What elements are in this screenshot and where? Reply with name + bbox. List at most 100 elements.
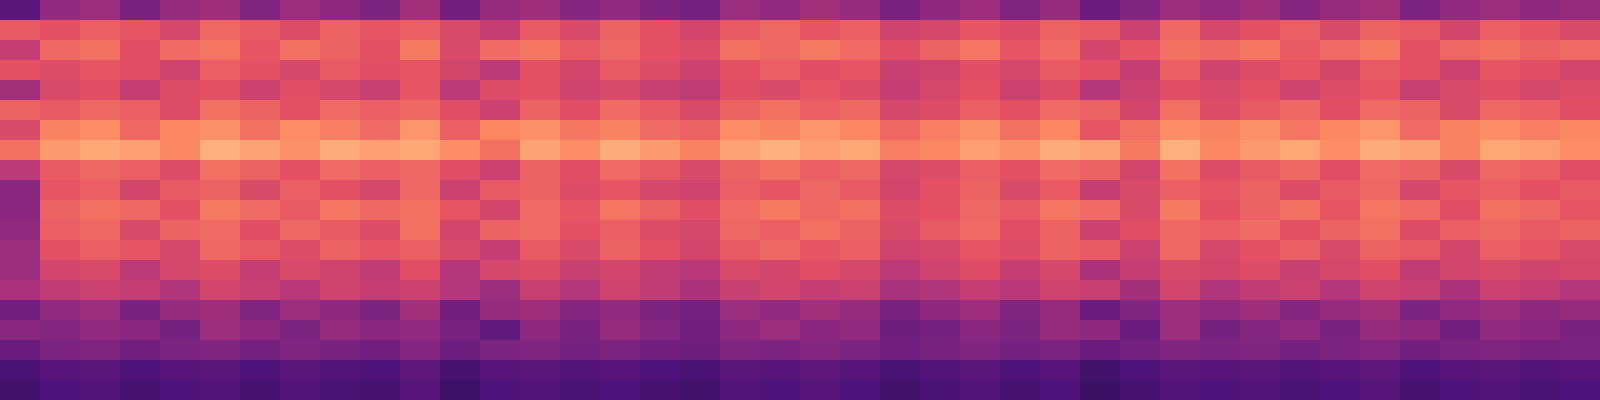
cell	[400, 60, 441, 81]
cell	[0, 20, 41, 41]
cell	[480, 80, 521, 101]
cell	[880, 380, 921, 400]
cell	[240, 260, 281, 281]
cell	[0, 360, 41, 381]
cell	[1080, 60, 1121, 81]
cell	[240, 20, 281, 41]
cell	[80, 40, 121, 61]
cell	[1160, 60, 1201, 81]
cell	[1480, 40, 1521, 61]
cell	[640, 340, 681, 361]
cell	[80, 240, 121, 261]
cell	[1480, 280, 1521, 301]
cell	[720, 200, 761, 221]
cell	[760, 200, 801, 221]
cell	[1400, 300, 1441, 321]
cell	[1240, 60, 1281, 81]
cell	[200, 0, 241, 21]
cell	[1200, 340, 1241, 361]
cell	[1040, 100, 1081, 121]
cell	[1400, 40, 1441, 61]
cell	[120, 160, 161, 181]
cell	[1520, 240, 1561, 261]
cell	[960, 200, 1001, 221]
cell	[760, 300, 801, 321]
cell	[960, 180, 1001, 201]
cell	[160, 320, 201, 341]
cell	[560, 60, 601, 81]
cell	[720, 220, 761, 241]
cell	[640, 180, 681, 201]
cell	[1040, 340, 1081, 361]
cell	[1400, 140, 1441, 161]
cell	[960, 220, 1001, 241]
cell	[1480, 140, 1521, 161]
cell	[1200, 120, 1241, 141]
cell	[680, 200, 721, 221]
cell	[920, 260, 961, 281]
cell	[1560, 220, 1600, 241]
cell	[1480, 340, 1521, 361]
cell	[600, 280, 641, 301]
cell	[1000, 20, 1041, 41]
cell	[1320, 100, 1361, 121]
cell	[1160, 340, 1201, 361]
cell	[1560, 180, 1600, 201]
cell	[360, 320, 401, 341]
cell	[280, 140, 321, 161]
cell	[0, 80, 41, 101]
cell	[320, 180, 361, 201]
cell	[1360, 180, 1401, 201]
cell	[40, 40, 81, 61]
cell	[160, 60, 201, 81]
cell	[1240, 280, 1281, 301]
cell	[920, 360, 961, 381]
cell	[960, 380, 1001, 400]
cell	[320, 280, 361, 301]
cell	[280, 280, 321, 301]
cell	[1200, 380, 1241, 400]
cell	[1120, 120, 1161, 141]
cell	[320, 240, 361, 261]
cell	[560, 100, 601, 121]
cell	[40, 240, 81, 261]
cell	[720, 320, 761, 341]
cell	[560, 120, 601, 141]
cell	[1320, 140, 1361, 161]
cell	[560, 360, 601, 381]
cell	[1440, 180, 1481, 201]
cell	[1000, 60, 1041, 81]
cell	[1280, 300, 1321, 321]
cell	[0, 40, 41, 61]
cell	[720, 380, 761, 400]
cell	[1000, 380, 1041, 400]
cell	[960, 280, 1001, 301]
cell	[1040, 320, 1081, 341]
cell	[880, 120, 921, 141]
cell	[160, 240, 201, 261]
cell	[520, 380, 561, 400]
cell	[480, 320, 521, 341]
cell	[320, 140, 361, 161]
cell	[120, 260, 161, 281]
cell	[480, 340, 521, 361]
cell	[1120, 300, 1161, 321]
cell	[520, 100, 561, 121]
cell	[960, 240, 1001, 261]
cell	[120, 180, 161, 201]
cell	[1560, 140, 1600, 161]
cell	[640, 160, 681, 181]
cell	[160, 340, 201, 361]
cell	[520, 360, 561, 381]
cell	[1440, 0, 1481, 21]
cell	[1280, 200, 1321, 221]
cell	[1000, 180, 1041, 201]
cell	[240, 140, 281, 161]
cell	[1520, 220, 1561, 241]
cell	[520, 320, 561, 341]
cell	[920, 100, 961, 121]
cell	[880, 340, 921, 361]
cell	[880, 80, 921, 101]
cell	[1280, 120, 1321, 141]
cell	[560, 180, 601, 201]
